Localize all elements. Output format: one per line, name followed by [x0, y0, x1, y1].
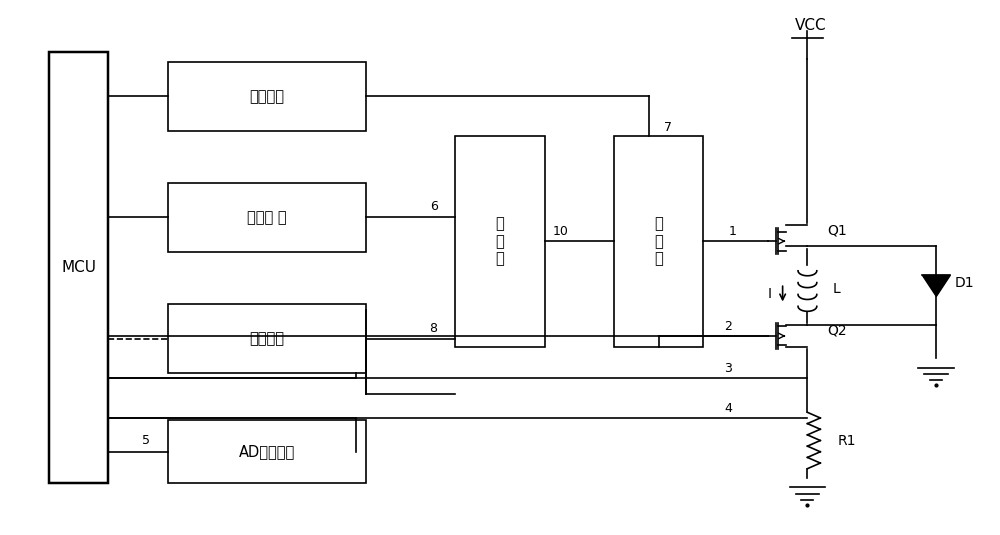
FancyBboxPatch shape	[168, 62, 366, 131]
Text: 4: 4	[724, 402, 732, 415]
Text: 反馈电路: 反馈电路	[249, 331, 284, 346]
Text: 5: 5	[142, 434, 150, 447]
FancyBboxPatch shape	[455, 136, 545, 347]
Text: R1: R1	[837, 433, 856, 447]
Text: 2: 2	[724, 320, 732, 333]
Text: Q1: Q1	[827, 224, 847, 238]
FancyBboxPatch shape	[168, 420, 366, 484]
FancyBboxPatch shape	[168, 183, 366, 251]
Text: 10: 10	[553, 225, 568, 238]
Text: L: L	[832, 281, 840, 295]
Text: Q2: Q2	[827, 324, 847, 338]
Polygon shape	[922, 276, 950, 296]
Text: 7: 7	[664, 121, 672, 134]
Text: D1: D1	[954, 276, 974, 291]
Text: I: I	[768, 287, 772, 301]
Text: 6: 6	[430, 201, 438, 213]
Text: 开环驱动: 开环驱动	[249, 89, 284, 104]
Text: 1: 1	[729, 225, 737, 238]
Text: MCU: MCU	[61, 260, 96, 275]
Text: 3: 3	[724, 362, 732, 375]
Text: 逻
辑
与: 逻 辑 与	[496, 216, 504, 266]
Text: 闭环驱 动: 闭环驱 动	[247, 210, 287, 225]
Text: 逻
辑
或: 逻 辑 或	[654, 216, 663, 266]
FancyBboxPatch shape	[168, 304, 366, 373]
FancyBboxPatch shape	[614, 136, 703, 347]
Text: AD采样模块: AD采样模块	[239, 445, 295, 460]
FancyBboxPatch shape	[49, 51, 108, 484]
Text: 8: 8	[430, 322, 438, 334]
Text: VCC: VCC	[795, 18, 826, 33]
